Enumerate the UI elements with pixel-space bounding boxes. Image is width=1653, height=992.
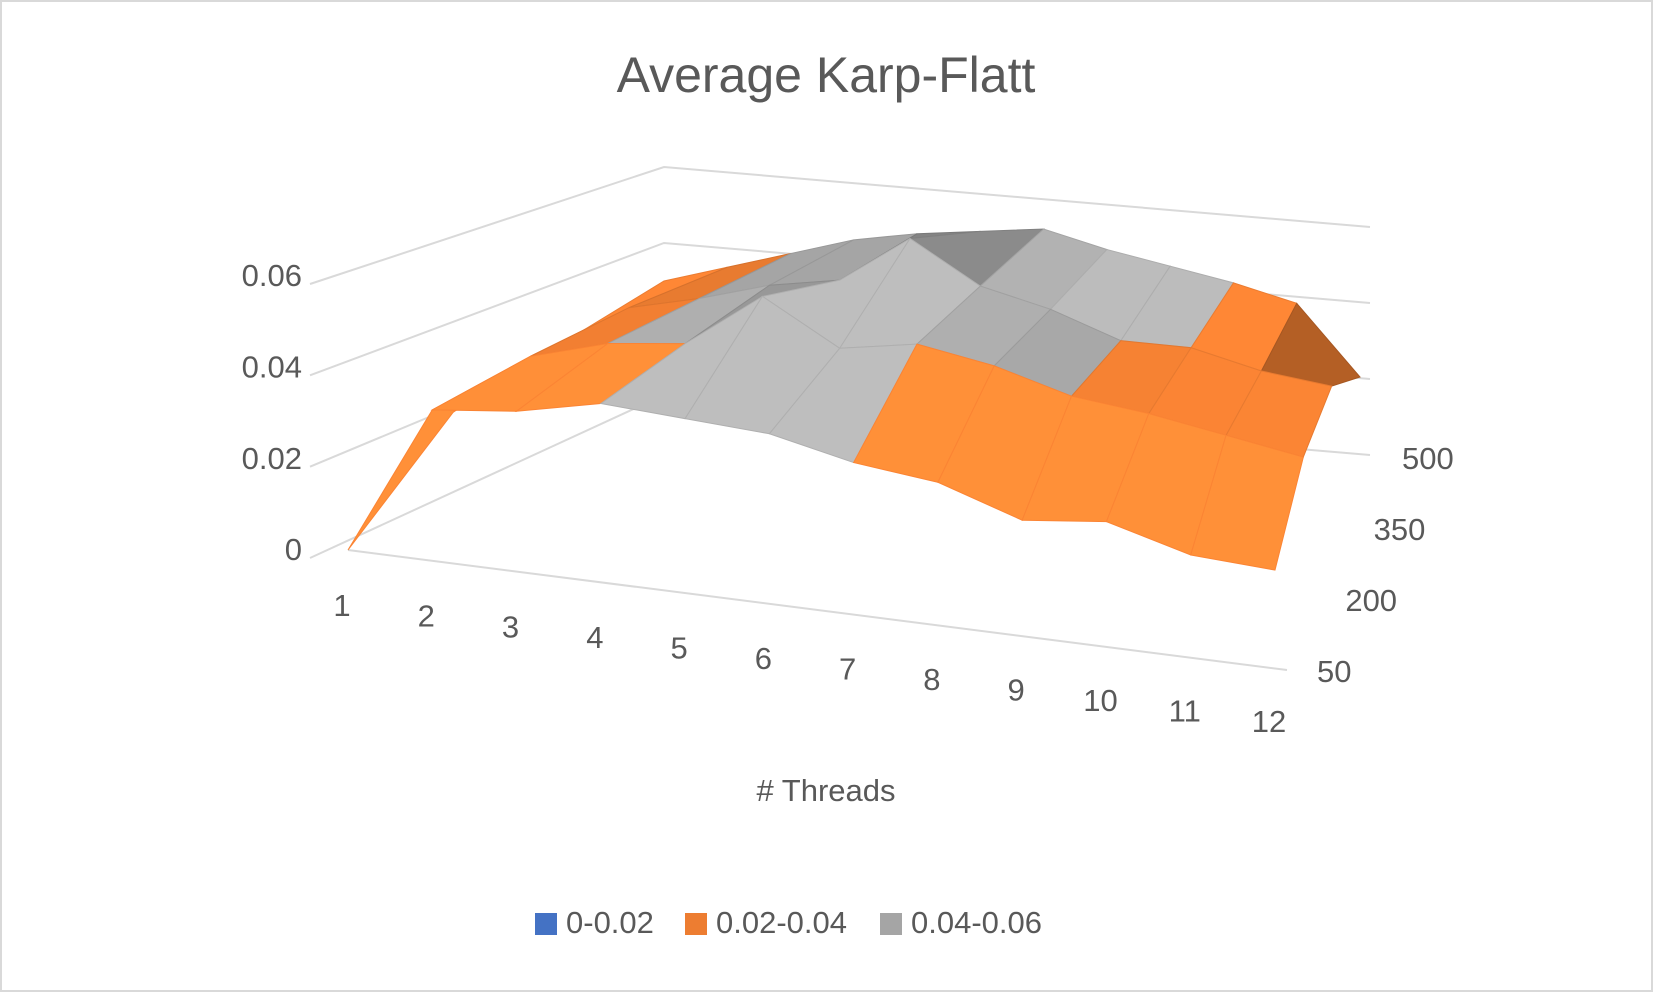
chart-title: Average Karp-Flatt	[617, 47, 1036, 103]
legend-swatch	[535, 913, 557, 935]
legend-label: 0-0.02	[566, 905, 654, 940]
z-tick-label: 0.06	[242, 258, 302, 293]
x-tick-label: 9	[1008, 673, 1025, 708]
z-tick-label: 0	[285, 532, 302, 567]
depth-tick-label: 50	[1317, 654, 1351, 689]
depth-tick-label: 350	[1374, 512, 1426, 547]
depth-tick-label: 200	[1345, 583, 1397, 618]
x-tick-label: 7	[839, 651, 856, 686]
legend-swatch	[685, 913, 707, 935]
x-tick-label: 6	[755, 641, 772, 676]
x-tick-label: 11	[1169, 694, 1201, 729]
legend-label: 0.04-0.06	[911, 905, 1042, 940]
grid-line	[309, 165, 1371, 285]
legend-label: 0.02-0.04	[716, 905, 847, 940]
x-axis-line	[347, 549, 1288, 671]
surface-patch	[1190, 434, 1304, 571]
z-tick-label: 0.02	[242, 441, 302, 476]
x-tick-label: 2	[418, 599, 435, 634]
x-axis-title: # Threads	[756, 773, 895, 808]
x-tick-label: 5	[670, 630, 687, 665]
x-tick-label: 3	[502, 609, 519, 644]
x-tick-label: 8	[923, 662, 940, 697]
depth-tick-label: 500	[1402, 441, 1454, 476]
z-tick-label: 0.04	[242, 350, 302, 385]
x-tick-label: 1	[333, 588, 350, 623]
x-tick-label: 12	[1252, 704, 1286, 739]
x-tick-label: 10	[1083, 683, 1117, 718]
x-tick-label: 4	[586, 620, 603, 655]
legend-swatch	[880, 913, 902, 935]
